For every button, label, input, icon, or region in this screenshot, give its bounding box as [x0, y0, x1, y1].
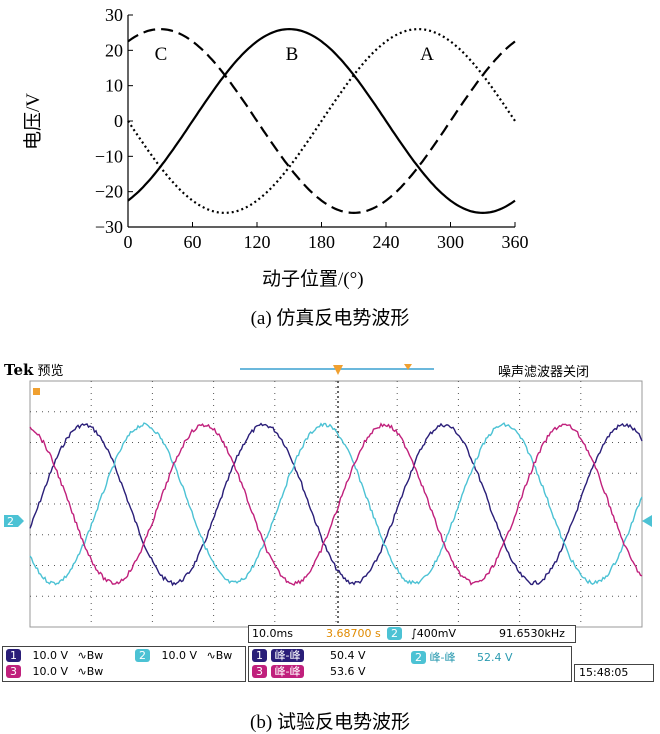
trigger-position: 3.68700 s [326, 627, 381, 640]
sim-xtick-label: 240 [373, 232, 400, 252]
caption-b: (b) 试验反电势波形 [250, 712, 410, 733]
sim-ytick-label: 0 [114, 111, 123, 131]
meas-ch2-label: 峰-峰 [429, 651, 456, 664]
ch2-right-marker [642, 515, 652, 527]
sim-xtick-label: 120 [244, 232, 271, 252]
ch3-volts: 10.0 V [32, 665, 69, 678]
meas-ch3: 3 峰-峰 53.6 V [252, 665, 366, 678]
timebase-box: 10.0ms 3.68700 s 2 ∫400mV 91.6530kHz [248, 625, 576, 643]
meas-ch1-chip: 1 [252, 649, 267, 662]
ch2-bw: ∿Bw [206, 649, 233, 662]
tek-logo: Tek [4, 361, 34, 379]
meas-ch2-value: 52.4 V [476, 651, 513, 664]
meas-ch1-value: 50.4 V [329, 649, 366, 662]
frequency-readout: 91.6530kHz [499, 627, 565, 640]
ch1-bw: ∿Bw [77, 649, 104, 662]
sim-xtick-label: 180 [308, 232, 335, 252]
trigger-offset-marker [404, 364, 412, 370]
sim-xtick-label: 0 [124, 232, 133, 252]
channel-settings-box: 1 10.0 V ∿Bw 2 10.0 V ∿Bw 3 10.0 V ∿Bw [2, 646, 246, 682]
trace-ch2 [29, 422, 643, 586]
sim-ytick-label: −20 [95, 182, 123, 202]
clock-time: 15:48:05 [579, 666, 629, 679]
ch2-setting: 2 10.0 V ∿Bw [135, 649, 232, 662]
meas-ch1-label: 峰-峰 [270, 649, 305, 662]
trigger-level: ∫400mV [411, 627, 456, 640]
sim-curves [127, 27, 516, 215]
sim-curve-A [127, 27, 516, 215]
ch3-chip: 3 [6, 665, 21, 678]
trigger-marker-icon [33, 388, 40, 395]
sim-xtick-label: 60 [184, 232, 202, 252]
trigger-pos-marker [333, 365, 343, 375]
meas-ch3-chip: 3 [252, 665, 267, 678]
sim-series-label: A [420, 44, 434, 65]
timebase-value: 10.0ms [252, 627, 293, 640]
sim-ylabel: 电压/V [23, 92, 44, 150]
ch2-volts: 10.0 V [161, 649, 198, 662]
clock-box: 15:48:05 [574, 664, 654, 682]
trace-ch3 [29, 422, 643, 586]
sim-series-label: B [286, 44, 299, 65]
mode-label: 预览 [37, 364, 64, 379]
ch1-setting: 1 10.0 V ∿Bw [6, 649, 103, 662]
meas-ch3-value: 53.6 V [329, 665, 366, 678]
caption-a: (a) 仿真反电势波形 [250, 308, 410, 329]
sim-ytick-label: 30 [105, 5, 123, 25]
ch2-ground-marker [4, 515, 24, 527]
sim-ytick-label: 10 [105, 76, 123, 96]
ch1-chip: 1 [6, 649, 21, 662]
ch2-chip: 2 [135, 649, 150, 662]
sim-labels: A B C [155, 44, 434, 65]
ch1-volts: 10.0 V [32, 649, 69, 662]
scope-brand-bar: Tek 预览 [4, 360, 64, 379]
sim-ytick-label: −10 [95, 146, 123, 166]
meas-ch3-label: 峰-峰 [270, 665, 305, 678]
scope-traces: 2 [4, 364, 652, 628]
measurements-box: 1 峰-峰 50.4 V 2 峰-峰 52.4 V 3 峰-峰 53.6 V [248, 646, 572, 682]
ch2-marker-label: 2 [7, 515, 14, 528]
ch3-setting: 3 10.0 V ∿Bw [6, 665, 103, 678]
sim-curve-B [127, 27, 516, 215]
sim-xtick-label: 360 [502, 232, 529, 252]
waveforms [29, 422, 643, 587]
trigger-channel: 2 [387, 627, 402, 640]
sim-curve-C [127, 27, 516, 215]
graticule-grid [30, 381, 642, 627]
sim-xlabel: 动子位置/(°) [262, 269, 364, 290]
oscilloscope-screen: Tek 预览 噪声滤波器关闭 2 10.0ms 3.68700 s 2 ∫400… [0, 358, 660, 686]
trace-ch1 [29, 422, 643, 587]
sim-xtick-label: 300 [437, 232, 464, 252]
ch3-bw: ∿Bw [77, 665, 104, 678]
meas-ch2: 2 峰-峰 52.4 V [411, 649, 513, 665]
sim-ytick-label: 20 [105, 40, 123, 60]
filter-status: 噪声滤波器关闭 [498, 365, 590, 380]
meas-ch1: 1 峰-峰 50.4 V [252, 649, 366, 662]
sim-series-label: C [155, 44, 168, 65]
meas-ch2-chip: 2 [411, 651, 426, 664]
sim-ytick-label: −30 [95, 217, 123, 237]
